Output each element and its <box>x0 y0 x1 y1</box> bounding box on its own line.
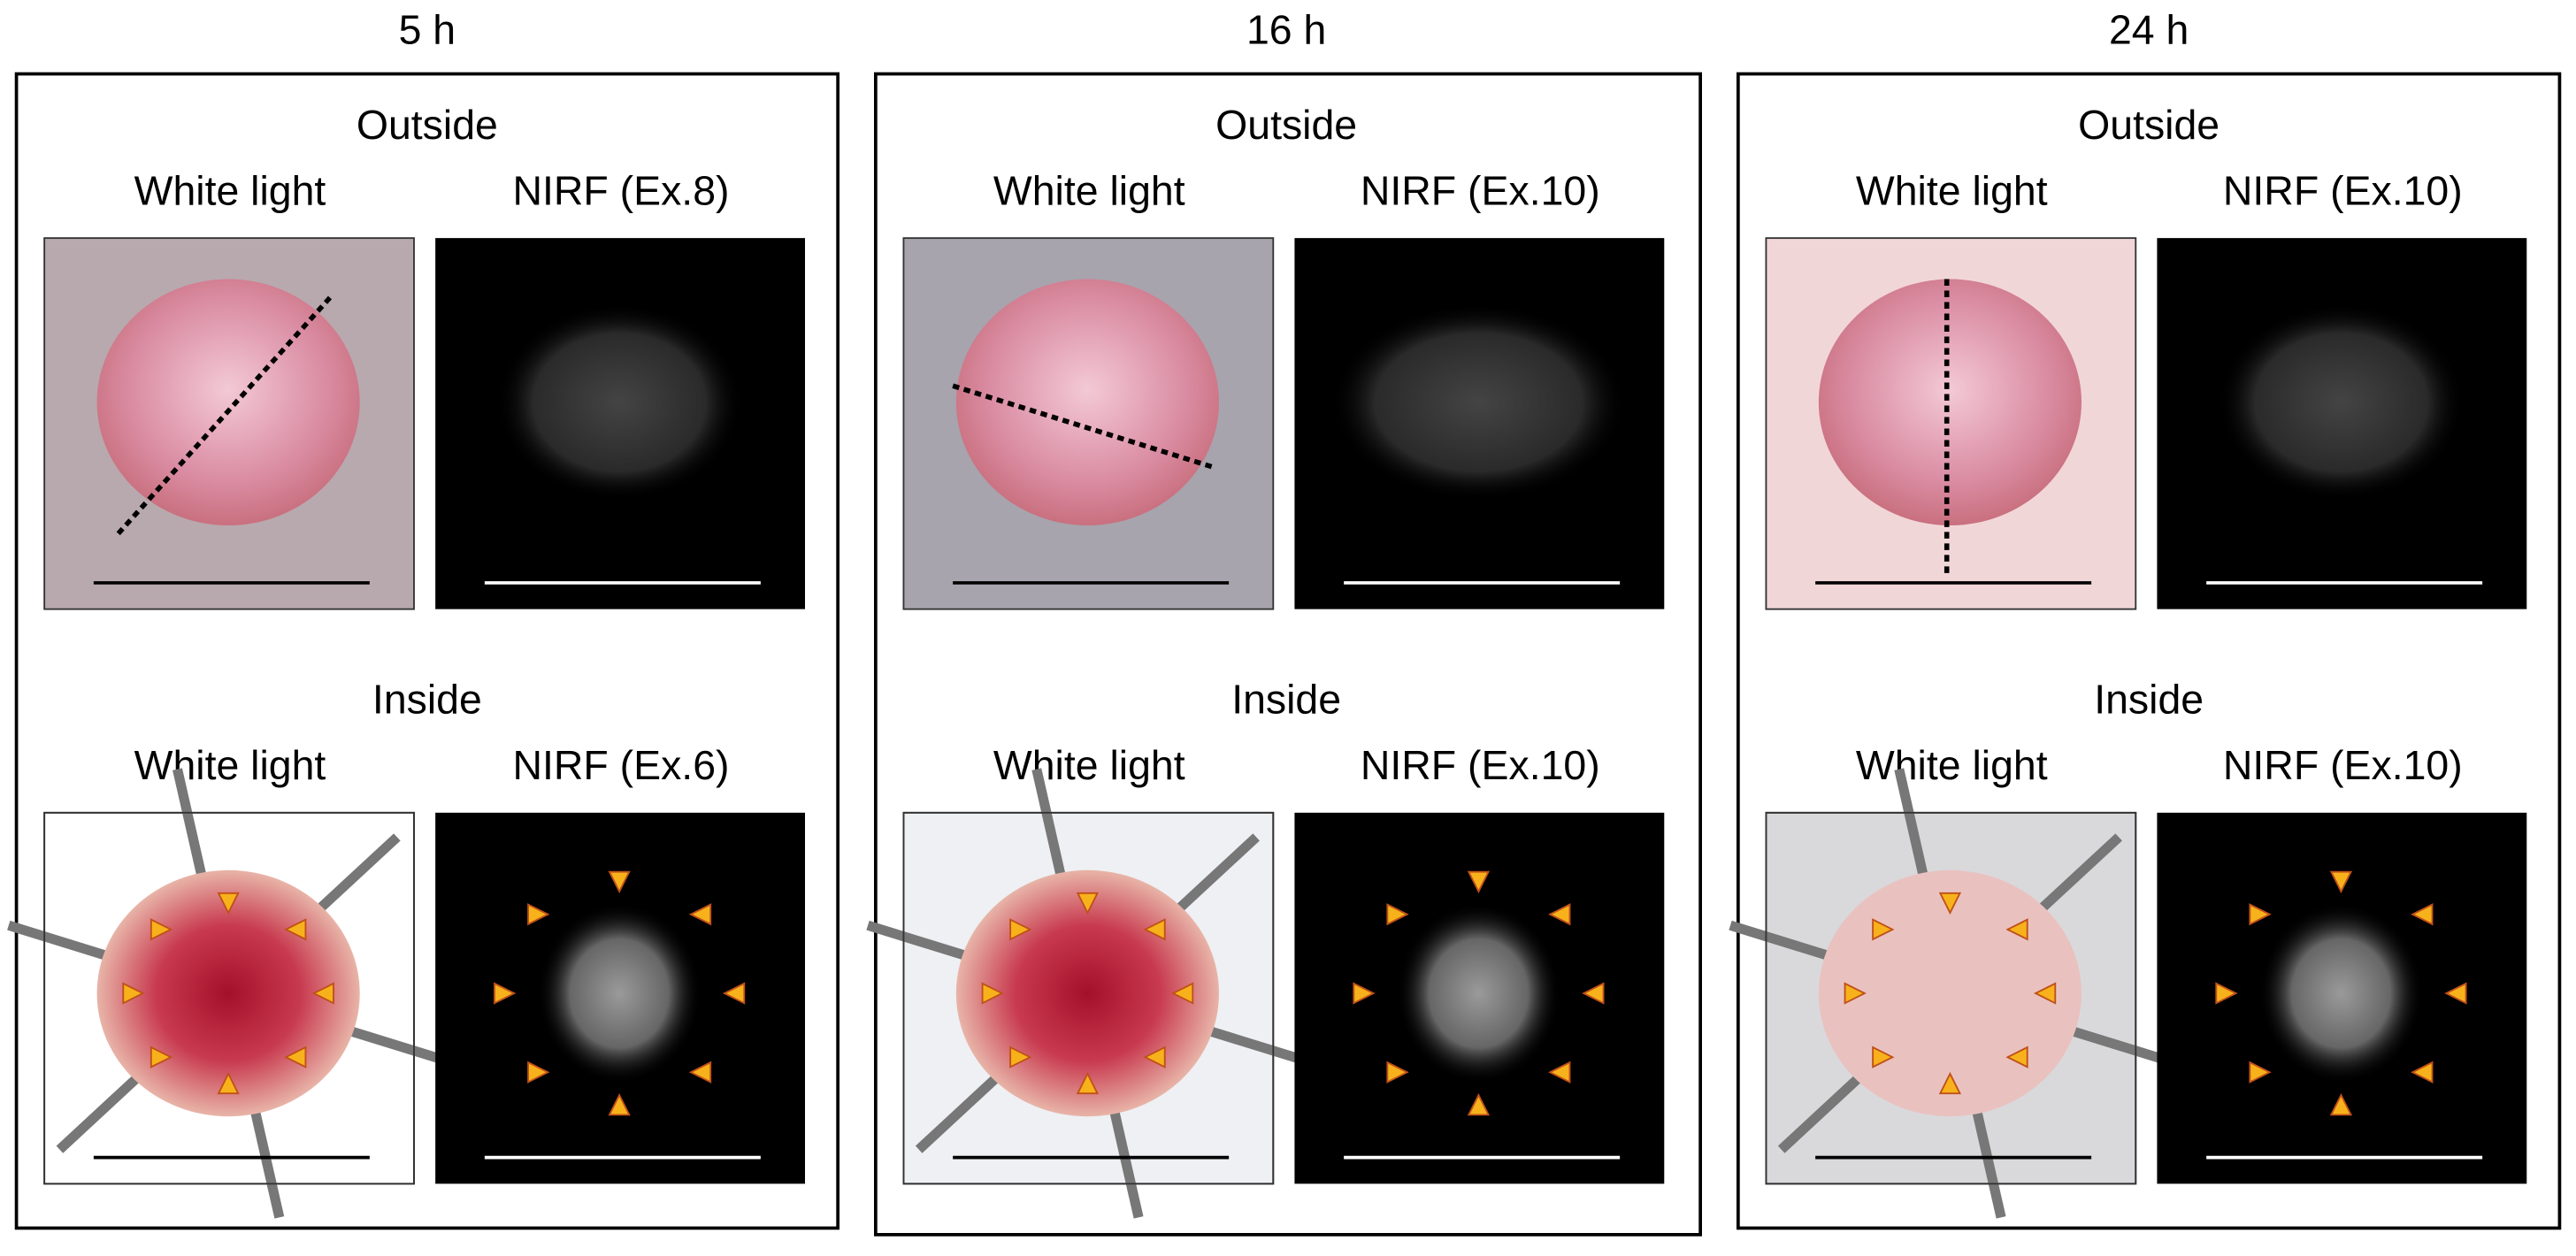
arrowhead <box>527 1061 550 1084</box>
arrowhead <box>1009 918 1032 941</box>
arrowhead <box>2444 982 2467 1005</box>
arrowhead <box>2329 1093 2353 1116</box>
arrowhead <box>217 1071 240 1095</box>
arrowhead <box>494 982 517 1005</box>
time-label: 16 h <box>1246 6 1326 52</box>
arrowhead <box>1938 1071 1962 1095</box>
dotted-line <box>116 294 334 536</box>
white-light-photo <box>902 237 1275 610</box>
arrowhead <box>217 892 240 915</box>
white-light-photo <box>866 768 1309 1219</box>
arrowhead <box>1170 982 1194 1005</box>
arrowhead <box>1386 1061 1409 1084</box>
nirf-photo <box>435 238 805 609</box>
arrowhead <box>1467 1093 1491 1116</box>
arrowhead <box>608 870 631 893</box>
fluorescence <box>537 902 702 1084</box>
arrowhead <box>2005 918 2028 941</box>
nirf-label: NIRF (Ex.10) <box>2223 742 2463 788</box>
arrowhead <box>1009 1045 1032 1068</box>
arrowhead <box>608 1093 631 1116</box>
section-heading: Outside <box>2078 102 2220 148</box>
time-label: 24 h <box>2109 6 2189 52</box>
arrowhead <box>2005 1045 2028 1068</box>
white-light-photo <box>43 237 415 610</box>
section-heading: Inside <box>372 677 482 723</box>
photo-edge <box>902 811 1275 1185</box>
section-heading: Outside <box>1215 102 1357 148</box>
arrowhead <box>284 918 307 941</box>
arrowhead <box>311 982 334 1005</box>
nirf-photo <box>1294 812 1665 1184</box>
nirf-label: NIRF (Ex.10) <box>1361 167 1600 213</box>
time-label: 5 h <box>399 6 456 52</box>
nirf-label: NIRF (Ex.10) <box>2223 167 2463 213</box>
arrowhead <box>1844 982 1867 1005</box>
arrowhead <box>688 1061 712 1084</box>
arrowhead <box>1353 982 1376 1005</box>
white-light-photo <box>7 768 450 1219</box>
white-light-label: White light <box>134 742 326 788</box>
arrowhead <box>722 982 746 1005</box>
nirf-label: NIRF (Ex.10) <box>1361 742 1600 788</box>
arrowhead <box>2033 982 2057 1005</box>
tissue <box>1818 279 2082 525</box>
arrowhead <box>1467 870 1491 893</box>
arrowhead <box>1076 1071 1100 1095</box>
fluorescence <box>1330 303 1627 502</box>
panel-frame <box>874 72 1702 1237</box>
photo-edge <box>43 811 415 1185</box>
arrowhead <box>1938 892 1962 915</box>
arrowhead <box>284 1045 307 1068</box>
arrowhead <box>1143 1045 1166 1068</box>
arrowhead <box>2411 903 2434 926</box>
white-light-photo <box>1765 237 2137 610</box>
section-heading: Inside <box>2094 677 2204 723</box>
nirf-photo <box>435 812 805 1184</box>
arrowhead <box>1143 918 1166 941</box>
arrowhead <box>1548 903 1571 926</box>
nirf-photo <box>1294 238 1665 609</box>
white-light-label: White light <box>1856 742 2048 788</box>
tissue <box>955 279 1219 525</box>
arrowhead <box>1872 918 1895 941</box>
arrowhead <box>2215 982 2238 1005</box>
panel-frame <box>1736 72 2562 1230</box>
fluorescence <box>2218 303 2465 502</box>
panel-frame <box>14 72 840 1230</box>
fluorescence <box>2258 902 2424 1084</box>
fluorescence <box>1396 902 1561 1084</box>
nirf-photo <box>2157 812 2527 1184</box>
white-light-label: White light <box>134 167 326 213</box>
arrowhead <box>527 903 550 926</box>
arrowhead <box>1386 903 1409 926</box>
section-heading: Outside <box>356 102 498 148</box>
arrowhead <box>981 982 1004 1005</box>
fluorescence <box>495 303 743 502</box>
nirf-photo <box>2157 238 2527 609</box>
white-light-label: White light <box>993 167 1185 213</box>
arrowhead <box>688 903 712 926</box>
nirf-label: NIRF (Ex.6) <box>513 742 730 788</box>
arrowhead <box>1548 1061 1571 1084</box>
white-light-photo <box>1729 768 2172 1219</box>
white-light-label: White light <box>993 742 1185 788</box>
arrowhead <box>1872 1045 1895 1068</box>
arrowhead <box>122 982 145 1005</box>
arrowhead <box>2329 870 2353 893</box>
arrowhead <box>150 918 173 941</box>
arrowhead <box>2411 1061 2434 1084</box>
tissue <box>96 279 360 525</box>
arrowhead <box>1582 982 1605 1005</box>
arrowhead <box>1076 892 1100 915</box>
arrowhead <box>150 1045 173 1068</box>
arrowhead <box>2249 1061 2272 1084</box>
nirf-label: NIRF (Ex.8) <box>513 167 730 213</box>
white-light-label: White light <box>1856 167 2048 213</box>
photo-edge <box>1765 811 2137 1185</box>
arrowhead <box>2249 903 2272 926</box>
section-heading: Inside <box>1231 677 1341 723</box>
